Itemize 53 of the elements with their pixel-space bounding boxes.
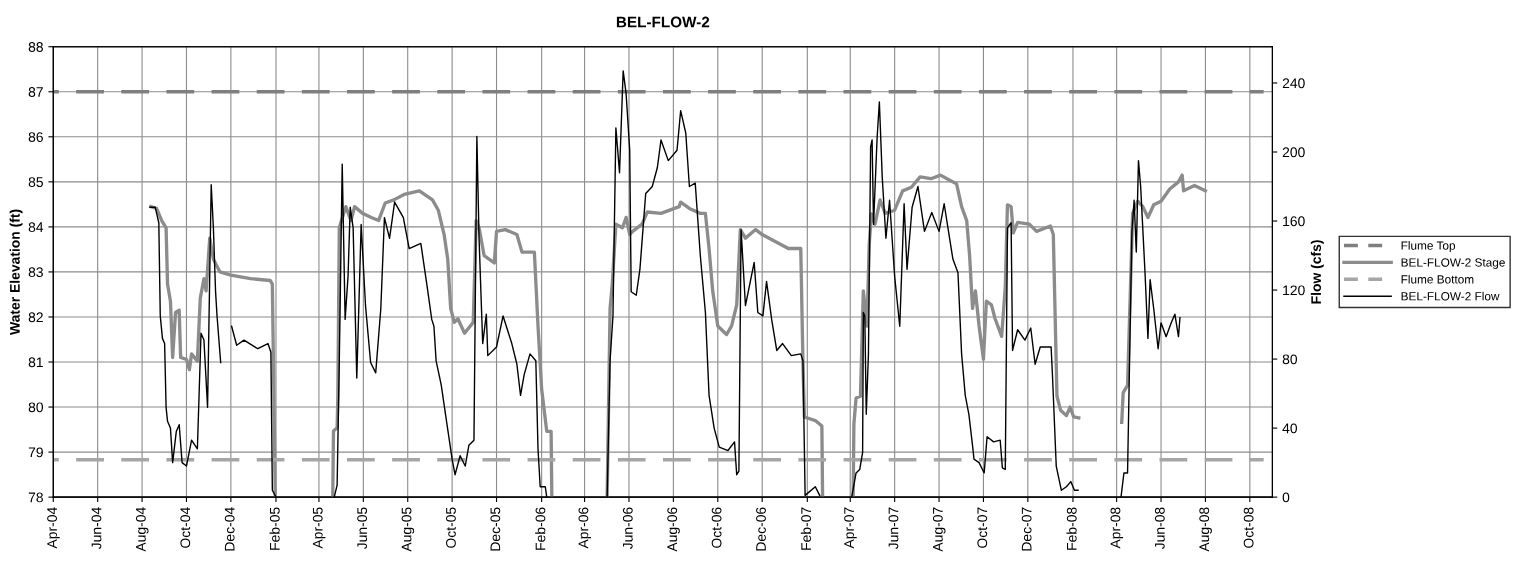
legend-label: BEL-FLOW-2 Stage (1401, 258, 1505, 269)
y2-tick-label: 160 (1283, 216, 1305, 227)
x-tick-label: Feb-08 (1066, 507, 1077, 550)
x-tick-label: Dec-06 (756, 507, 766, 551)
y2-tick-label: 240 (1282, 78, 1305, 89)
y-tick-label: 78 (28, 492, 43, 503)
x-tick-label: Apr-06 (578, 507, 592, 549)
x-tick-label: Jun-08 (1154, 507, 1165, 550)
x-tick-label: Jun-07 (888, 507, 899, 550)
y2-tick-label: 120 (1283, 285, 1305, 296)
x-tick-label: Apr-05 (312, 507, 326, 549)
x-tick-label: Oct-06 (711, 507, 722, 548)
x-tick-label: Apr-08 (1110, 507, 1124, 549)
x-tick-label: Aug-06 (667, 507, 680, 552)
x-tick-label: Feb-06 (535, 507, 546, 550)
y2-tick-label: 0 (1282, 492, 1290, 503)
x-tick-label: Dec-04 (224, 507, 235, 551)
x-tick-label: Apr-04 (47, 507, 60, 549)
y-tick-label: 80 (28, 402, 44, 413)
y-tick-label: 86 (28, 132, 43, 142)
legend-label: BEL-FLOW-2 Flow (1401, 291, 1500, 301)
x-tick-label: Aug-07 (932, 507, 946, 552)
x-tick-label: Oct-04 (180, 507, 191, 548)
x-tick-label: Feb-07 (800, 507, 812, 550)
chart-title: BEL-FLOW-2 (616, 16, 710, 28)
x-tick-label: Jun-04 (91, 507, 102, 550)
x-tick-label: Dec-07 (1021, 507, 1032, 551)
x-tick-label: Jun-06 (622, 507, 633, 550)
x-tick-label: Jun-05 (357, 507, 368, 550)
y-tick-label: 83 (28, 267, 43, 278)
legend-label: Flume Bottom (1401, 274, 1474, 284)
y-tick-label: 88 (28, 42, 43, 52)
x-tick-label: Dec-05 (490, 507, 501, 551)
y-tick-label: 79 (28, 447, 43, 458)
x-tick-label: Oct-08 (1243, 507, 1254, 548)
y-tick-label: 81 (28, 357, 43, 368)
y-axis-title: Water Elevation (ft) (9, 209, 23, 335)
y2-tick-label: 200 (1282, 147, 1305, 158)
y-tick-label: 82 (28, 312, 43, 323)
x-tick-label: Oct-05 (446, 507, 456, 548)
y-tick-label: 87 (28, 87, 43, 97)
x-tick-label: Aug-04 (135, 507, 149, 552)
x-tick-label: Aug-08 (1199, 507, 1212, 552)
y-tick-label: 84 (28, 222, 44, 233)
y2-tick-label: 80 (1282, 354, 1298, 365)
x-tick-label: Apr-07 (844, 507, 857, 549)
x-tick-label: Oct-07 (977, 507, 988, 548)
legend-label: Flume Top (1401, 241, 1456, 253)
x-tick-label: Feb-05 (269, 507, 280, 550)
y2-tick-label: 40 (1282, 423, 1298, 434)
x-tick-label: Aug-05 (401, 507, 415, 552)
y2-axis-title: Flow (cfs) (1310, 240, 1324, 304)
y-tick-label: 85 (28, 177, 43, 188)
